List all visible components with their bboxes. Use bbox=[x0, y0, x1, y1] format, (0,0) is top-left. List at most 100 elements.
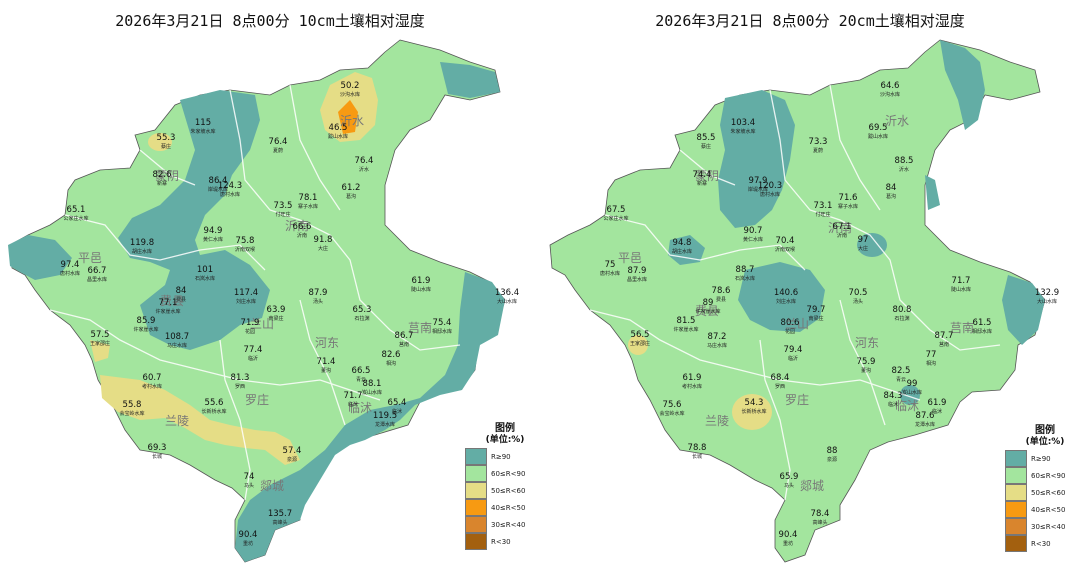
zone-r-ge-90 bbox=[440, 62, 500, 98]
station-value: 74 bbox=[244, 472, 255, 482]
station-marker: 71.7临沭 bbox=[344, 391, 363, 408]
station-name: 跋山水库 bbox=[328, 133, 348, 140]
station-value: 65.3 bbox=[353, 305, 372, 315]
station-value: 66.5 bbox=[352, 366, 371, 376]
station-value: 73.5 bbox=[274, 201, 293, 211]
county-label: 沂南 bbox=[828, 220, 852, 235]
station-value: 76.4 bbox=[355, 156, 374, 166]
station-name: 岸堤水库 bbox=[208, 186, 228, 193]
station-name: 花园 bbox=[245, 328, 255, 335]
station-name: 相沟 bbox=[386, 360, 396, 367]
legend-swatch bbox=[1005, 467, 1027, 484]
station-name: 临沭 bbox=[348, 401, 358, 408]
station-value: 75.8 bbox=[236, 236, 255, 246]
county-boundaries bbox=[589, 84, 1001, 501]
station-name: 刘庄水库 bbox=[776, 298, 796, 305]
station-name: 泉源 bbox=[287, 456, 297, 463]
station-marker: 77.4临沂 bbox=[244, 345, 263, 362]
station-marker: 87.9汤头 bbox=[309, 288, 328, 305]
station-value: 88.1 bbox=[363, 379, 382, 389]
station-name: 唐村水库 bbox=[60, 270, 80, 277]
county-label: 沂水 bbox=[340, 114, 364, 128]
station-name: 沂南 bbox=[837, 232, 847, 239]
station-value: 78.4 bbox=[811, 509, 830, 519]
station-value: 87.2 bbox=[708, 332, 727, 342]
station-value: 86.7 bbox=[395, 331, 414, 341]
legend-item: 50≤R<60 bbox=[465, 482, 545, 499]
station-value: 64.6 bbox=[881, 81, 900, 91]
station-marker: 90.4重坊 bbox=[239, 530, 258, 547]
legend-title: 图例 bbox=[495, 423, 515, 434]
county-label: 临沭 bbox=[895, 399, 919, 413]
county-label: 莒南 bbox=[950, 320, 974, 335]
station-marker: 74.4新寨 bbox=[693, 170, 712, 187]
legend-item: R<30 bbox=[1005, 535, 1080, 552]
station-value: 73.3 bbox=[809, 137, 828, 147]
station-name: 董沟 bbox=[861, 367, 871, 374]
station-value: 119.5 bbox=[373, 411, 397, 421]
station-name: 公家庄水库 bbox=[63, 215, 88, 222]
station-value: 82.6 bbox=[382, 350, 401, 360]
station-name: 考村水库 bbox=[682, 383, 702, 390]
station-value: 54.3 bbox=[745, 398, 764, 408]
station-name: 会宝岭水库 bbox=[119, 410, 144, 417]
station-name: 沙沟水库 bbox=[340, 91, 360, 98]
station-name: 新寨 bbox=[157, 180, 167, 187]
station-value: 71.9 bbox=[241, 318, 260, 328]
station-name: 南梁庄 bbox=[808, 315, 823, 322]
legend-item: R<30 bbox=[465, 533, 545, 550]
zone-r-50-60 bbox=[148, 133, 172, 151]
station-name: 朱家坡水库 bbox=[190, 128, 215, 135]
station-name: 重坊 bbox=[243, 540, 253, 547]
station-name: 岸堤水库 bbox=[748, 186, 768, 193]
legend-label: 50≤R<60 bbox=[491, 486, 526, 495]
county-label: 沂水 bbox=[885, 114, 909, 128]
county-label: 兰陵 bbox=[165, 414, 189, 428]
legend-rows: R≥90 60≤R<90 50≤R<60 40≤R<50 30≤R<40 R<30 bbox=[465, 448, 545, 550]
station-name: 高峰头 bbox=[812, 519, 827, 526]
station-value: 87.7 bbox=[935, 331, 954, 341]
zone-r-40-50 bbox=[338, 100, 358, 134]
station-marker: 69.3长城 bbox=[148, 443, 167, 460]
station-value: 55.8 bbox=[123, 400, 142, 410]
station-value: 78.8 bbox=[688, 443, 707, 453]
station-value: 135.7 bbox=[268, 509, 292, 519]
station-value: 97.9 bbox=[749, 176, 768, 186]
station-name: 马庄水库 bbox=[707, 342, 727, 349]
station-value: 57.4 bbox=[283, 446, 302, 456]
station-marker: 65.9马头 bbox=[780, 472, 799, 489]
station-name: 沂南双堠 bbox=[775, 246, 795, 253]
station-name: 大庄 bbox=[318, 245, 328, 252]
station-name: 昌里水库 bbox=[87, 276, 107, 283]
station-value: 61.2 bbox=[342, 183, 361, 193]
station-name: 石岚水库 bbox=[195, 275, 215, 282]
station-name: 陡山水库 bbox=[411, 286, 431, 293]
station-name: 长新桥水库 bbox=[741, 408, 766, 415]
station-name: 许家崖水库 bbox=[695, 308, 720, 315]
station-value: 63.9 bbox=[267, 305, 286, 315]
legend-label: 60≤R<90 bbox=[1031, 471, 1066, 480]
station-value: 69.3 bbox=[148, 443, 167, 453]
station-name: 寨子水库 bbox=[298, 203, 318, 210]
station-name: 朱家坡水库 bbox=[730, 128, 755, 135]
station-name: 相沟 bbox=[926, 360, 936, 367]
station-name: 葛沟 bbox=[886, 193, 896, 200]
legend-label: R<30 bbox=[491, 537, 511, 546]
